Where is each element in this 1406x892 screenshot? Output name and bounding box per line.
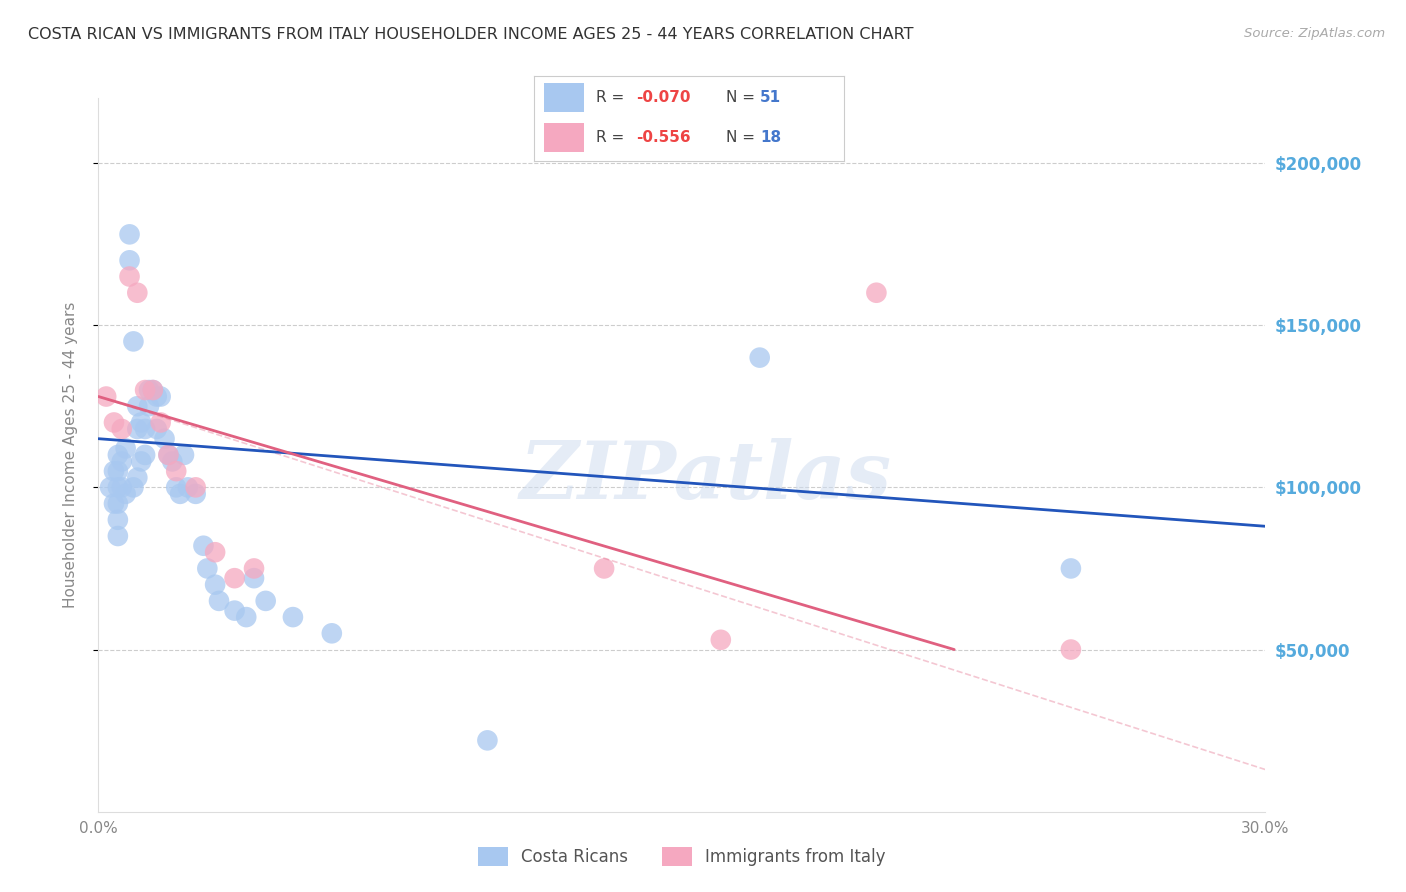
Point [107, 497, 129, 511]
Point [748, 351, 770, 365]
Legend: Costa Ricans, Immigrants from Italy: Costa Ricans, Immigrants from Italy [470, 838, 894, 875]
Point [111, 454, 134, 468]
Point [153, 432, 176, 446]
Point [254, 594, 277, 608]
Point [865, 285, 887, 300]
Text: COSTA RICAN VS IMMIGRANTS FROM ITALY HOUSEHOLDER INCOME AGES 25 - 44 YEARS CORRE: COSTA RICAN VS IMMIGRANTS FROM ITALY HOU… [28, 27, 914, 42]
FancyBboxPatch shape [544, 84, 583, 112]
Point [107, 448, 129, 462]
Text: -0.070: -0.070 [637, 90, 690, 105]
Point [193, 539, 215, 553]
Text: -0.556: -0.556 [637, 130, 690, 145]
Point [118, 227, 141, 242]
Point [321, 626, 343, 640]
Text: R =: R = [596, 130, 630, 145]
Point [204, 545, 226, 559]
Point [142, 383, 165, 397]
Point [243, 561, 266, 575]
Point [157, 448, 180, 462]
Point [134, 422, 156, 436]
Point [195, 561, 218, 575]
Point [118, 253, 141, 268]
Point [118, 269, 141, 284]
Point [184, 480, 207, 494]
Point [169, 487, 191, 501]
Point [127, 422, 149, 436]
Point [243, 571, 266, 585]
Point [157, 448, 180, 462]
FancyBboxPatch shape [544, 123, 583, 152]
Point [111, 480, 134, 494]
Point [134, 383, 156, 397]
Point [111, 422, 134, 436]
Point [477, 733, 499, 747]
Text: Source: ZipAtlas.com: Source: ZipAtlas.com [1244, 27, 1385, 40]
Point [142, 383, 165, 397]
Y-axis label: Householder Income Ages 25 - 44 years: Householder Income Ages 25 - 44 years [63, 301, 77, 608]
Text: 51: 51 [761, 90, 782, 105]
Point [138, 383, 160, 397]
Point [593, 561, 616, 575]
Point [149, 416, 172, 430]
Text: 18: 18 [761, 130, 782, 145]
Point [149, 390, 172, 404]
Text: N =: N = [725, 130, 759, 145]
Point [103, 464, 125, 478]
Point [165, 464, 187, 478]
Point [162, 454, 184, 468]
Point [127, 470, 149, 484]
Point [710, 632, 733, 647]
Point [122, 480, 145, 494]
Point [235, 610, 257, 624]
Text: ZIPatlas: ZIPatlas [519, 438, 891, 515]
Point [98, 480, 121, 494]
Point [103, 416, 125, 430]
Point [204, 577, 226, 591]
Point [138, 399, 160, 413]
Point [165, 480, 187, 494]
Point [107, 529, 129, 543]
Text: R =: R = [596, 90, 630, 105]
Point [122, 334, 145, 349]
Point [129, 454, 152, 468]
Point [208, 594, 231, 608]
Point [184, 487, 207, 501]
Point [114, 487, 136, 501]
Point [281, 610, 304, 624]
Point [1060, 561, 1083, 575]
Point [114, 442, 136, 456]
Point [1060, 642, 1083, 657]
Point [224, 604, 246, 618]
Point [134, 448, 156, 462]
Point [173, 448, 195, 462]
Point [107, 464, 129, 478]
Point [127, 285, 149, 300]
Point [129, 416, 152, 430]
Point [177, 480, 200, 494]
Point [96, 390, 118, 404]
Point [146, 390, 169, 404]
Point [224, 571, 246, 585]
Point [146, 422, 169, 436]
Point [107, 513, 129, 527]
Text: N =: N = [725, 90, 759, 105]
Point [103, 497, 125, 511]
Point [107, 480, 129, 494]
Point [127, 399, 149, 413]
